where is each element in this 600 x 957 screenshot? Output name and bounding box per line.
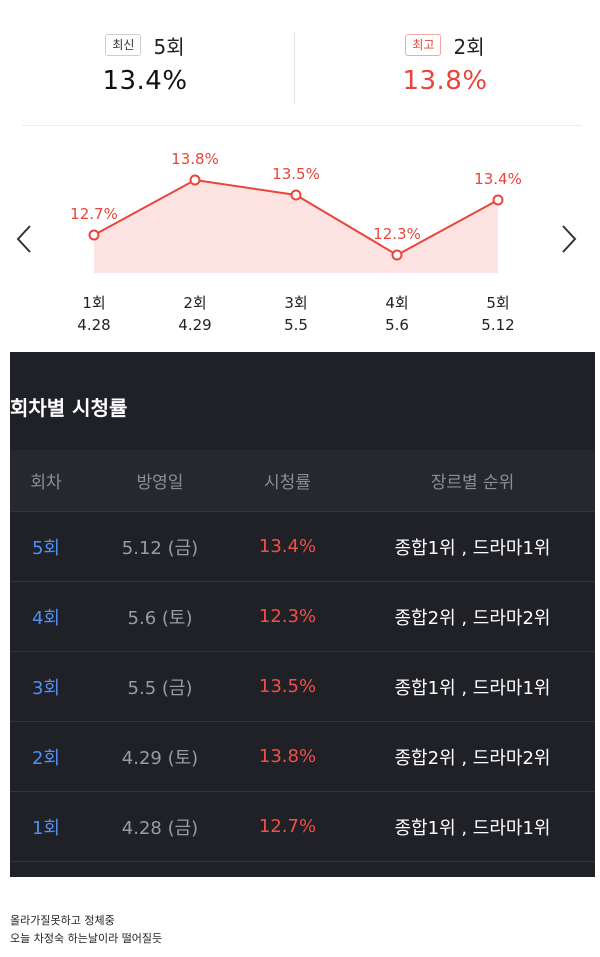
chart-x-tick-date: 4.28	[77, 316, 111, 334]
episode-cell[interactable]: 5회	[31, 537, 60, 559]
date-cell: 4.29 (토)	[121, 747, 199, 769]
chart-data-label: 12.7%	[70, 205, 118, 223]
latest-episode-label: 5회	[153, 34, 185, 59]
rank-cell: 종합2위 , 드라마2위	[394, 747, 551, 769]
chart-data-label: 12.3%	[373, 225, 421, 243]
chart-x-tick-date: 5.5	[284, 316, 308, 334]
ratings-table: 회차 방영일 시청률 장르별 순위 5회 5.12 (금) 13.4% 종합1위…	[10, 450, 595, 862]
date-cell: 4.28 (금)	[121, 817, 199, 839]
section-title: 회차별 시청률	[10, 396, 128, 420]
rating-cell: 13.8%	[258, 746, 317, 767]
chart-x-tick-episode: 1회	[82, 294, 106, 312]
chart-x-tick-date: 4.29	[178, 316, 212, 334]
header-air-date: 방영일	[136, 473, 184, 493]
rating-cell: 13.5%	[258, 676, 317, 697]
table-row: 4회 5.6 (토) 12.3% 종합2위 , 드라마2위	[10, 582, 595, 652]
episode-cell[interactable]: 4회	[31, 607, 60, 629]
chart-area-fill	[94, 180, 498, 273]
chart-point	[391, 249, 403, 261]
date-cell: 5.6 (토)	[127, 607, 193, 629]
chart-data-label: 13.4%	[474, 170, 522, 188]
chart-x-tick: 3회 5.5	[256, 292, 336, 336]
chart-data-label: 13.8%	[171, 150, 219, 168]
caption-line-1: 올라가질못하고 정체중	[10, 914, 115, 927]
date-cell: 5.5 (금)	[127, 677, 193, 699]
post-caption: 올라가질못하고 정체중 오늘 차정숙 하는날이라 떨어질듯	[10, 912, 162, 948]
best-episode-label: 2회	[453, 34, 485, 59]
rank-cell: 종합2위 , 드라마2위	[394, 607, 551, 629]
rank-cell: 종합1위 , 드라마1위	[394, 537, 551, 559]
rating-cell: 12.3%	[258, 606, 317, 627]
chart-point	[88, 229, 100, 241]
ratings-chart: 12.7% 13.8% 13.5% 12.3% 13.4%	[70, 150, 522, 273]
caption-line-2: 오늘 차정숙 하는날이라 떨어질듯	[10, 932, 163, 945]
rank-cell: 종합1위 , 드라마1위	[394, 817, 551, 839]
table-row: 1회 4.28 (금) 12.7% 종합1위 , 드라마1위	[10, 792, 595, 862]
latest-rating: 13.4%	[102, 66, 188, 96]
header-genre-rank: 장르별 순위	[430, 473, 515, 493]
table-header-row: 회차 방영일 시청률 장르별 순위	[10, 450, 595, 512]
rating-cell: 13.4%	[258, 536, 317, 557]
episode-cell[interactable]: 2회	[31, 747, 60, 769]
chart-x-tick-episode: 3회	[284, 294, 308, 312]
chart-x-tick: 4회 5.6	[357, 292, 437, 336]
chevron-left-icon[interactable]	[12, 222, 36, 256]
chart-x-tick: 5회 5.12	[458, 292, 538, 336]
header-rating: 시청률	[264, 473, 311, 493]
header-episode: 회차	[30, 473, 62, 493]
chart-point	[290, 189, 302, 201]
chart-point	[492, 194, 504, 206]
episode-cell[interactable]: 1회	[31, 817, 60, 839]
chart-x-tick-episode: 2회	[183, 294, 207, 312]
rating-cell: 12.7%	[258, 816, 317, 837]
summary-divider	[294, 32, 295, 104]
latest-episode-summary: 최신 5회 13.4%	[10, 28, 280, 96]
chart-x-tick-date: 5.12	[481, 316, 515, 334]
table-row: 5회 5.12 (금) 13.4% 종합1위 , 드라마1위	[10, 512, 595, 582]
episode-ratings-section: 회차별 시청률 회차 방영일 시청률 장르별 순위 5회 5.12 (금) 13…	[10, 352, 595, 877]
chart-x-tick-date: 5.6	[385, 316, 409, 334]
episode-cell[interactable]: 3회	[31, 677, 60, 699]
chart-point	[189, 174, 201, 186]
chart-x-tick-episode: 5회	[486, 294, 510, 312]
chart-x-tick: 2회 4.29	[155, 292, 235, 336]
best-badge: 최고	[405, 34, 442, 56]
summary-card: 최신 5회 13.4% 최고 2회 13.8% 12.7% 13.8% 13.5% 1…	[10, 0, 595, 352]
chevron-right-icon[interactable]	[557, 222, 581, 256]
table-row: 2회 4.29 (토) 13.8% 종합2위 , 드라마2위	[10, 722, 595, 792]
best-rating: 13.8%	[402, 66, 488, 96]
chart-x-tick: 1회 4.28	[54, 292, 134, 336]
rank-cell: 종합1위 , 드라마1위	[394, 677, 551, 699]
best-episode-summary: 최고 2회 13.8%	[310, 28, 580, 96]
latest-badge: 최신	[105, 34, 142, 56]
table-row: 3회 5.5 (금) 13.5% 종합1위 , 드라마1위	[10, 652, 595, 722]
chart-data-label: 13.5%	[272, 165, 320, 183]
date-cell: 5.12 (금)	[121, 537, 199, 559]
card-divider	[22, 125, 582, 126]
chart-x-tick-episode: 4회	[385, 294, 409, 312]
